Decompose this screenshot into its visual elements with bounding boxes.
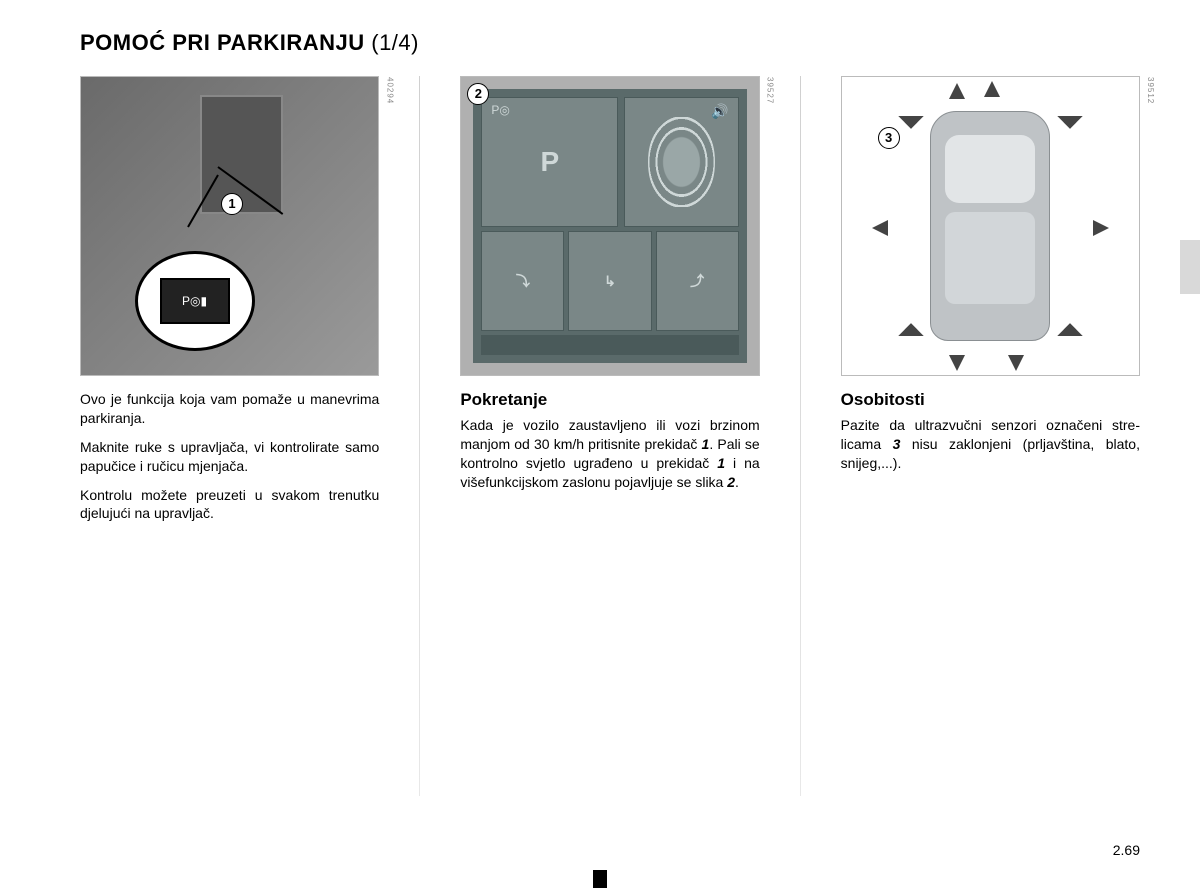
inset-bubble: P◎▮: [135, 251, 255, 351]
sensor-arrow-icon: [898, 323, 923, 348]
page-title: POMOĆ PRI PARKIRANJU (1/4): [80, 30, 1140, 56]
car-top-view-icon: [930, 111, 1050, 341]
sensor-arrow-icon: [949, 83, 965, 99]
bottom-bar: [481, 335, 738, 355]
col3-para-1: Pazite da ultrazvučni senzori označeni s…: [841, 416, 1140, 473]
multifunction-display-illustration: P◎ 🔊 P ⤵ ↳ ⤴: [473, 89, 746, 363]
col2-heading: Pokretanje: [460, 390, 759, 410]
sensor-arrow-icon: [1057, 323, 1082, 348]
col1-para-1: Ovo je funkcija koja vam pomaže u mane­v…: [80, 390, 379, 428]
sensor-arrow-icon: [1008, 355, 1024, 371]
section-tab: [1180, 240, 1200, 294]
parallel-right-option: ⤴: [656, 231, 739, 331]
sensor-arrow-icon: [1057, 103, 1082, 128]
perpendicular-option: ↳: [568, 231, 651, 331]
speaker-icon: 🔊: [711, 103, 728, 120]
sensor-arrow-icon: [872, 220, 888, 236]
figure-3: 3 39512: [841, 76, 1140, 376]
parallel-left-option: ⤵: [481, 231, 564, 331]
title-page-counter: (1/4): [371, 30, 419, 55]
sensor-arrow-icon: [898, 103, 923, 128]
col2-ref-3: 2: [727, 474, 735, 490]
page-bottom-mark: [593, 870, 607, 888]
figure-1-id: 40294: [385, 77, 394, 104]
title-text: POMOĆ PRI PARKIRANJU: [80, 30, 365, 55]
figure-1: P◎▮ 1 40294: [80, 76, 379, 376]
callout-1: 1: [221, 193, 243, 215]
callout-3: 3: [878, 127, 900, 149]
page-number: 2.69: [1113, 842, 1140, 858]
park-assist-button-icon: P◎▮: [160, 278, 230, 324]
sensor-arrow-icon: [1093, 220, 1109, 236]
col3-heading: Osobitosti: [841, 390, 1140, 410]
figure-2-id: 39527: [766, 77, 775, 104]
col1-para-3: Kontrolu možete preuzeti u svakom trenut…: [80, 486, 379, 524]
car-sensor-illustration: [842, 77, 1139, 375]
col2-ref-2: 1: [717, 455, 725, 471]
column-2: P◎ 🔊 P ⤵ ↳ ⤴ 2 39527 Pokretanje Kada je …: [460, 76, 759, 796]
col1-para-2: Maknite ruke s upravljača, vi kontrolira…: [80, 438, 379, 476]
column-3: 3 39512 Osobitosti Pazite da ultrazvučni…: [841, 76, 1140, 796]
dashboard-illustration: P◎▮: [81, 77, 378, 375]
col2-para-1: Kada je vozilo zaustavljeno ili vozi brz…: [460, 416, 759, 492]
p-steering-icon: P◎: [491, 103, 509, 117]
figure-3-id: 39512: [1146, 77, 1155, 104]
col2-p1d: .: [735, 474, 739, 490]
sensor-arrow-icon: [984, 81, 1000, 97]
content-columns: P◎▮ 1 40294 Ovo je funkcija koja vam pom…: [80, 76, 1140, 796]
sensor-arrow-icon: [949, 355, 965, 371]
column-1: P◎▮ 1 40294 Ovo je funkcija koja vam pom…: [80, 76, 379, 796]
column-separator-1: [419, 76, 420, 796]
center-display-icon: [200, 95, 283, 214]
figure-2: P◎ 🔊 P ⤵ ↳ ⤴ 2 39527: [460, 76, 759, 376]
column-separator-2: [800, 76, 801, 796]
